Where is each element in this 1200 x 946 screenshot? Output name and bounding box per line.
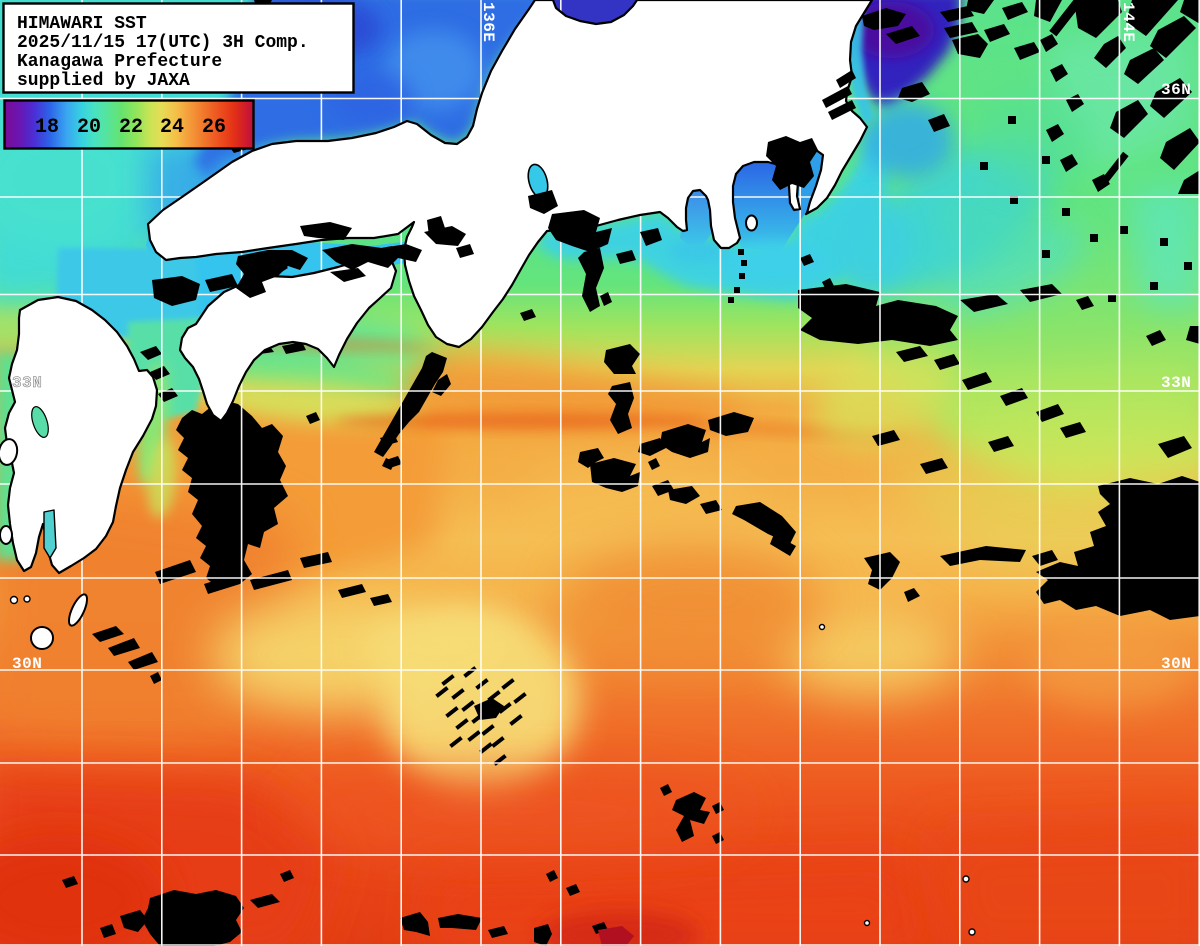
svg-text:26: 26 — [202, 116, 226, 139]
svg-text:24: 24 — [160, 116, 184, 139]
svg-text:33N: 33N — [12, 374, 42, 392]
svg-text:20: 20 — [77, 116, 101, 139]
svg-text:144E: 144E — [1119, 2, 1137, 42]
svg-text:HIMAWARI SST: HIMAWARI SST — [17, 14, 147, 34]
svg-text:33N: 33N — [1161, 374, 1191, 392]
svg-text:30N: 30N — [12, 655, 42, 673]
svg-text:36N: 36N — [1161, 81, 1191, 99]
svg-text:30N: 30N — [1161, 655, 1191, 673]
svg-text:136E: 136E — [479, 2, 497, 42]
svg-text:Kanagawa Prefecture: Kanagawa Prefecture — [17, 52, 222, 72]
svg-text:18: 18 — [35, 116, 59, 139]
svg-text:supplied by JAXA: supplied by JAXA — [17, 71, 190, 91]
svg-text:22: 22 — [119, 116, 143, 139]
svg-text:2025/11/15 17(UTC) 3H Comp.: 2025/11/15 17(UTC) 3H Comp. — [17, 33, 309, 53]
